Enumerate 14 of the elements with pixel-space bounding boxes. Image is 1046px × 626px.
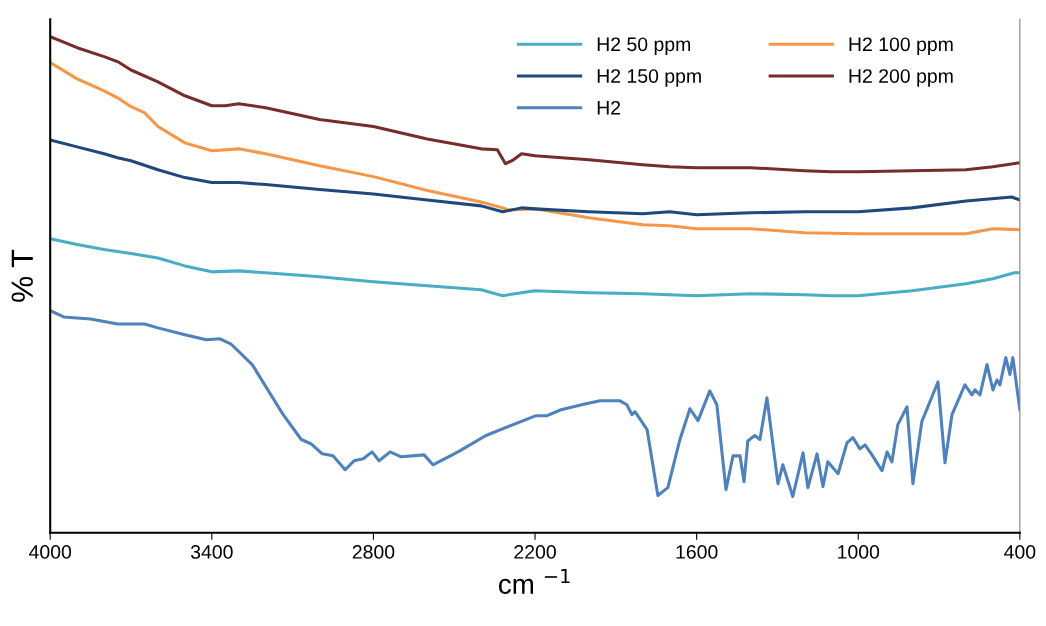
x-tick-label: 4000: [29, 545, 72, 559]
x-tick-label: 1600: [676, 545, 718, 559]
x-tick-label: 1000: [838, 545, 880, 559]
x-tick-label: 2800: [352, 545, 395, 559]
x-tick-label: 3400: [190, 545, 233, 559]
legend-label: H2 150 ppm: [597, 69, 701, 87]
legend-label: H2 100 ppm: [849, 37, 953, 56]
legend-label: H2 200 ppm: [849, 69, 953, 87]
x-tick-label: 2200: [514, 545, 556, 559]
legend-label: H2: [597, 100, 621, 115]
y-axis-title: % T: [11, 249, 33, 302]
x-axis-title: cm $^{−1}$: [498, 568, 570, 594]
x-tick-label: 400: [1004, 545, 1036, 559]
legend-label: H2 50 ppm: [597, 37, 691, 56]
